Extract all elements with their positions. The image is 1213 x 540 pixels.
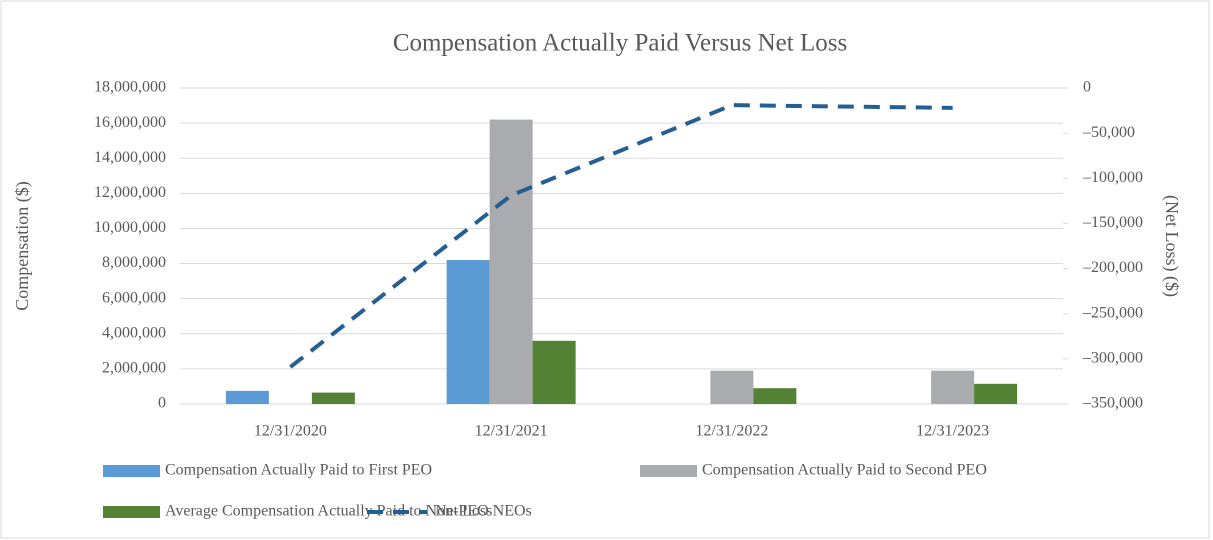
bar xyxy=(225,390,269,404)
y2-tick-label: –150,000 xyxy=(1082,214,1143,231)
chart-title: Compensation Actually Paid Versus Net Lo… xyxy=(393,30,847,57)
y2-tick-label: –100,000 xyxy=(1082,169,1143,186)
y-tick-label: 2,000,000 xyxy=(102,360,166,377)
bar xyxy=(753,388,797,404)
y-axis-title: Compensation ($) xyxy=(12,181,33,310)
bar xyxy=(931,370,975,404)
y-tick-label: 8,000,000 xyxy=(102,254,166,271)
legend-swatch xyxy=(103,465,160,477)
x-tick-label: 12/31/2023 xyxy=(916,423,989,440)
bar xyxy=(489,119,533,404)
bar xyxy=(710,370,754,404)
x-tick-label: 12/31/2022 xyxy=(695,423,768,440)
y-tick-label: 6,000,000 xyxy=(102,289,166,306)
legend-label: Compensation Actually Paid to Second PEO xyxy=(702,462,987,479)
y-tick-label: 18,000,000 xyxy=(94,79,166,96)
line-series xyxy=(289,103,953,369)
bar xyxy=(974,383,1018,404)
y2-tick-label: –350,000 xyxy=(1082,395,1143,412)
y-tick-label: 0 xyxy=(158,395,166,412)
legend-label: Compensation Actually Paid to First PEO xyxy=(165,462,432,479)
y-tick-label: 10,000,000 xyxy=(94,219,166,236)
y2-tick-label: –250,000 xyxy=(1082,304,1143,321)
legend-label: Net Loss xyxy=(435,503,492,520)
y-tick-label: 12,000,000 xyxy=(94,184,166,201)
bar xyxy=(311,392,355,404)
legend-swatch xyxy=(103,506,160,518)
y2-tick-label: –50,000 xyxy=(1082,124,1135,141)
x-tick-label: 12/31/2021 xyxy=(475,423,548,440)
y-tick-label: 4,000,000 xyxy=(102,324,166,341)
bar xyxy=(446,260,490,404)
legend-label: Average Compensation Actually Paid to No… xyxy=(165,503,532,520)
y-tick-label: 16,000,000 xyxy=(94,114,166,131)
y2-axis-title: (Net Loss) ($) xyxy=(1161,195,1182,297)
y2-tick-label: –300,000 xyxy=(1082,350,1143,367)
y2-tick-label: 0 xyxy=(1083,79,1091,96)
legend-swatch xyxy=(640,465,697,477)
bar xyxy=(532,340,576,404)
x-tick-label: 12/31/2020 xyxy=(254,423,327,440)
y-tick-label: 14,000,000 xyxy=(94,149,166,166)
y2-tick-label: –200,000 xyxy=(1082,259,1143,276)
